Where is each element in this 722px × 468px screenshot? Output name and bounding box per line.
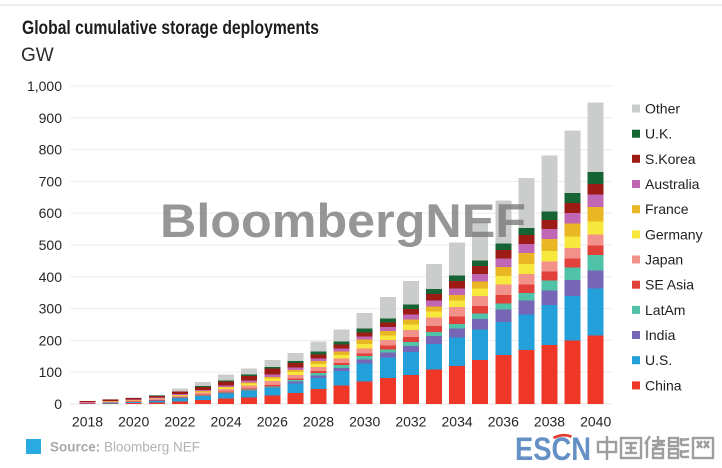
svg-text:Source: Bloomberg NEF: Source: Bloomberg NEF: [50, 440, 200, 455]
svg-text:2020: 2020: [118, 414, 149, 430]
svg-text:2032: 2032: [395, 414, 426, 430]
svg-text:0: 0: [54, 396, 62, 412]
svg-text:India: India: [645, 327, 676, 343]
svg-text:U.K.: U.K.: [645, 126, 672, 142]
svg-text:200: 200: [39, 332, 63, 348]
svg-text:2018: 2018: [72, 414, 103, 430]
svg-text:2028: 2028: [303, 414, 334, 430]
svg-text:1,000: 1,000: [27, 78, 62, 94]
svg-text:Japan: Japan: [645, 252, 683, 268]
svg-text:Germany: Germany: [645, 226, 703, 242]
svg-text:600: 600: [39, 205, 63, 221]
svg-text:ESCN: ESCN: [515, 431, 591, 467]
svg-text:2034: 2034: [442, 414, 473, 430]
svg-text:400: 400: [39, 269, 63, 285]
svg-text:100: 100: [39, 364, 63, 380]
svg-text:900: 900: [39, 110, 63, 126]
svg-text:700: 700: [39, 173, 63, 189]
svg-text:France: France: [645, 201, 689, 217]
svg-text:500: 500: [39, 237, 63, 253]
svg-text:2040: 2040: [580, 414, 611, 430]
svg-text:China: China: [645, 377, 682, 393]
svg-text:2024: 2024: [211, 414, 242, 430]
svg-text:2038: 2038: [534, 414, 565, 430]
svg-text:2026: 2026: [257, 414, 288, 430]
svg-text:800: 800: [39, 142, 63, 158]
svg-text:U.S.: U.S.: [645, 352, 672, 368]
svg-text:SE Asia: SE Asia: [645, 277, 694, 293]
svg-text:Global cumulative storage depl: Global cumulative storage deployments: [22, 18, 319, 39]
svg-text:300: 300: [39, 301, 63, 317]
svg-text:S.Korea: S.Korea: [645, 151, 696, 167]
svg-text:LatAm: LatAm: [645, 302, 685, 318]
svg-text:BloombergNEF: BloombergNEF: [160, 194, 526, 247]
svg-text:Australia: Australia: [645, 176, 700, 192]
svg-text:Other: Other: [645, 101, 680, 117]
svg-text:GW: GW: [21, 45, 54, 66]
svg-text:2030: 2030: [349, 414, 380, 430]
svg-text:2022: 2022: [164, 414, 195, 430]
svg-text:2036: 2036: [488, 414, 519, 430]
